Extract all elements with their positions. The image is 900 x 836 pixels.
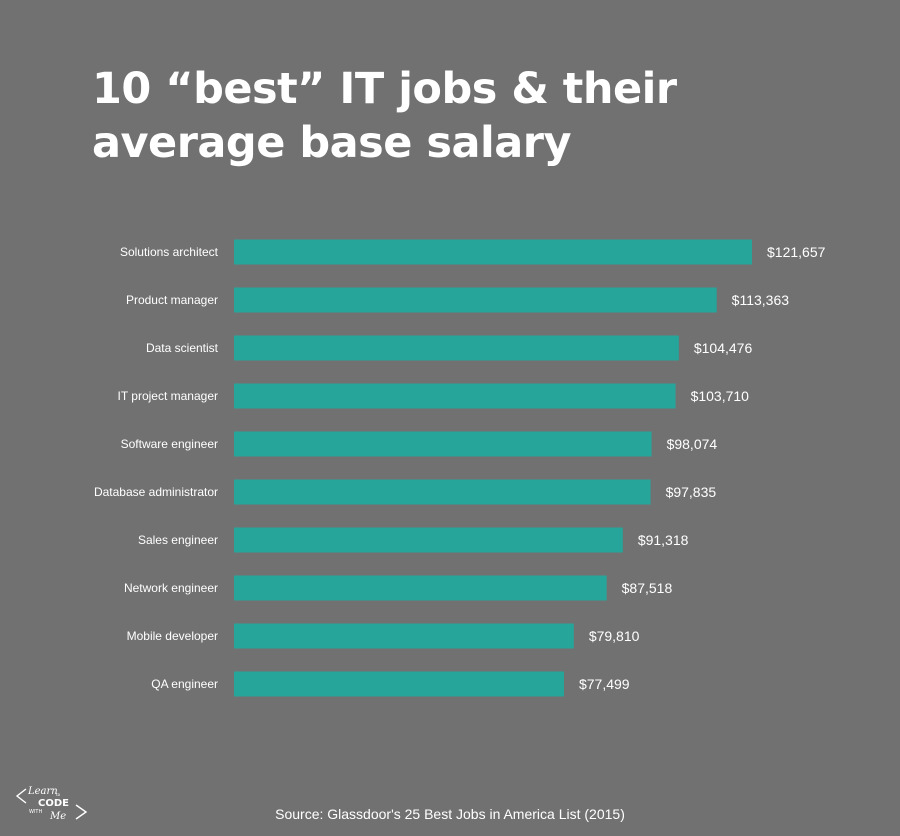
- category-label: QA engineer: [151, 677, 218, 691]
- bar: [234, 383, 676, 409]
- bar: [234, 479, 651, 505]
- learn-to-code-logo: Learn to CODE WITH Me: [15, 786, 88, 822]
- source-note: Source: Glassdoor's 25 Best Jobs in Amer…: [275, 806, 625, 822]
- bar: [234, 671, 564, 697]
- bar: [234, 335, 679, 361]
- logo-to: to: [56, 792, 61, 797]
- value-label: $91,318: [638, 532, 689, 548]
- category-label: Mobile developer: [127, 629, 218, 643]
- bar: [234, 239, 752, 265]
- logo-learn: Learn: [27, 786, 58, 797]
- logo-with: WITH: [29, 809, 42, 815]
- category-label: Data scientist: [146, 341, 219, 355]
- logo-code: CODE: [38, 798, 69, 809]
- value-label: $79,810: [589, 628, 640, 644]
- value-label: $121,657: [767, 244, 826, 260]
- value-label: $104,476: [694, 340, 753, 356]
- bar: [234, 623, 574, 649]
- category-label: Solutions architect: [120, 245, 219, 259]
- category-label: Sales engineer: [138, 533, 218, 547]
- bar: [234, 287, 717, 313]
- value-label: $87,518: [622, 580, 673, 596]
- bar: [234, 527, 623, 553]
- category-label: Software engineer: [121, 437, 218, 451]
- category-label: Product manager: [126, 293, 218, 307]
- category-label: Network engineer: [124, 581, 218, 595]
- value-label: $103,710: [691, 388, 750, 404]
- value-label: $77,499: [579, 676, 630, 692]
- chart-title: 10 “best” IT jobs & their average base s…: [92, 64, 677, 168]
- value-label: $97,835: [666, 484, 717, 500]
- category-label: Database administrator: [94, 485, 218, 499]
- value-label: $113,363: [732, 292, 790, 308]
- bar: [234, 575, 607, 601]
- logo-me: Me: [49, 811, 66, 822]
- category-label: IT project manager: [118, 389, 219, 403]
- value-label: $98,074: [667, 436, 718, 452]
- bar: [234, 431, 652, 457]
